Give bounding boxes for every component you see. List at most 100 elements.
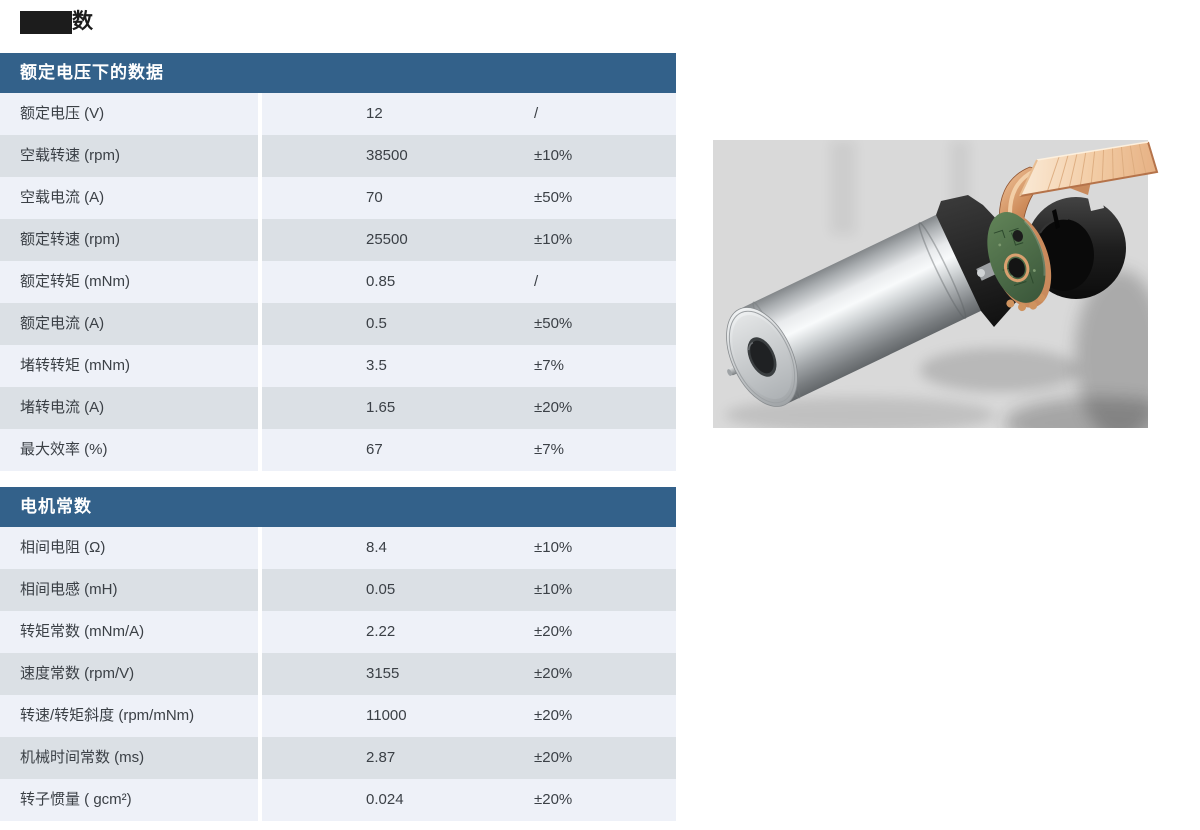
- title-redaction-block: [20, 10, 72, 34]
- column-divider: [258, 135, 262, 177]
- spec-tolerance: ±10%: [534, 581, 573, 598]
- spec-value: 3.5: [366, 357, 387, 374]
- spec-value: 11000: [366, 707, 407, 724]
- spec-label: 空载转速 (rpm): [20, 147, 120, 164]
- spec-label: 机械时间常数 (ms): [20, 749, 145, 766]
- shadows: [725, 140, 1148, 428]
- spec-row: 速度常数 (rpm/V) 3155 ±20%: [0, 653, 676, 695]
- spec-data: 8.4 ±10%: [262, 527, 676, 569]
- column-divider: [258, 695, 262, 737]
- spec-data: 3.5 ±7%: [262, 345, 676, 387]
- spec-label: 转子惯量 ( gcm²): [20, 791, 132, 808]
- spec-tolerance: /: [534, 273, 539, 290]
- spec-data: 2.87 ±20%: [262, 737, 676, 779]
- flex-ribbon-cable: [1019, 141, 1159, 197]
- column-divider: [258, 737, 262, 779]
- motor-product-image: [700, 115, 1200, 450]
- table-motor-constants: 电机常数 相间电阻 (Ω) 8.4 ±10% 相间电感 (mH) 0.05 ±10% 转矩常…: [0, 487, 676, 821]
- spec-value: 67: [366, 441, 383, 458]
- spec-tolerance: ±20%: [534, 623, 573, 640]
- spec-value: 1.65: [366, 399, 396, 416]
- spec-label: 额定转速 (rpm): [20, 231, 120, 248]
- spec-tolerance: ±20%: [534, 665, 573, 682]
- page-title: 数: [20, 8, 93, 36]
- spec-row: 转子惯量 ( gcm²) 0.024 ±20%: [0, 779, 676, 821]
- spec-data: 0.5 ±50%: [262, 303, 676, 345]
- column-divider: [258, 653, 262, 695]
- spec-tolerance: ±20%: [534, 399, 573, 416]
- table-title: 额定电压下的数据: [0, 53, 676, 93]
- spec-data: 67 ±7%: [262, 429, 676, 471]
- spec-label: 相间电阻 (Ω): [20, 539, 106, 556]
- spec-value: 8.4: [366, 539, 387, 556]
- spec-label: 相间电感 (mH): [20, 581, 118, 598]
- column-divider: [258, 569, 262, 611]
- spec-tolerance: ±20%: [534, 749, 573, 766]
- spec-data: 70 ±50%: [262, 177, 676, 219]
- spec-tolerance: ±50%: [534, 189, 573, 206]
- spec-value: 0.024: [366, 791, 404, 808]
- spec-row: 转矩常数 (mNm/A) 2.22 ±20%: [0, 611, 676, 653]
- spec-tolerance: ±20%: [534, 707, 573, 724]
- spec-tolerance: /: [534, 105, 539, 122]
- spec-label: 堵转电流 (A): [20, 399, 105, 416]
- spec-value: 2.87: [366, 749, 396, 766]
- spec-row: 额定转速 (rpm) 25500 ±10%: [0, 219, 676, 261]
- spec-value: 25500: [366, 231, 408, 248]
- spec-row: 相间电感 (mH) 0.05 ±10%: [0, 569, 676, 611]
- pcb-center-hole: [1008, 258, 1025, 278]
- spec-data: 0.024 ±20%: [262, 779, 676, 821]
- spec-row: 相间电阻 (Ω) 8.4 ±10%: [0, 527, 676, 569]
- column-divider: [258, 177, 262, 219]
- column-divider: [258, 387, 262, 429]
- spec-data: 12 /: [262, 93, 676, 135]
- table-title: 电机常数: [0, 487, 676, 527]
- spec-row: 转速/转矩斜度 (rpm/mNm) 11000 ±20%: [0, 695, 676, 737]
- spec-tolerance: ±7%: [534, 441, 564, 458]
- spec-data: 38500 ±10%: [262, 135, 676, 177]
- spec-row: 额定电流 (A) 0.5 ±50%: [0, 303, 676, 345]
- spec-tolerance: ±10%: [534, 539, 573, 556]
- spec-row: 最大效率 (%) 67 ±7%: [0, 429, 676, 471]
- spec-tolerance: ±7%: [534, 357, 564, 374]
- spec-tolerance: ±20%: [534, 791, 573, 808]
- spec-value: 0.05: [366, 581, 396, 598]
- spec-value: 3155: [366, 665, 400, 682]
- spec-row: 额定转矩 (mNm) 0.85 /: [0, 261, 676, 303]
- spec-row: 空载电流 (A) 70 ±50%: [0, 177, 676, 219]
- column-divider: [258, 93, 262, 135]
- column-divider: [258, 527, 262, 569]
- spec-data: 0.05 ±10%: [262, 569, 676, 611]
- spec-label: 最大效率 (%): [20, 441, 108, 458]
- page-title-text: 数: [72, 10, 93, 33]
- spec-data: 0.85 /: [262, 261, 676, 303]
- spec-label: 额定电压 (V): [20, 105, 105, 122]
- spec-value: 0.85: [366, 273, 396, 290]
- column-divider: [258, 429, 262, 471]
- column-divider: [258, 303, 262, 345]
- spec-label: 堵转转矩 (mNm): [20, 357, 130, 374]
- spec-tolerance: ±10%: [534, 231, 573, 248]
- pinion: [976, 262, 997, 281]
- spec-value: 0.5: [366, 315, 387, 332]
- motor-illustration: [713, 140, 1159, 428]
- spec-label: 转速/转矩斜度 (rpm/mNm): [20, 707, 195, 724]
- spec-data: 3155 ±20%: [262, 653, 676, 695]
- spec-label: 空载电流 (A): [20, 189, 105, 206]
- spec-value: 70: [366, 189, 383, 206]
- spec-data: 11000 ±20%: [262, 695, 676, 737]
- spec-data: 2.22 ±20%: [262, 611, 676, 653]
- spec-value: 38500: [366, 147, 408, 164]
- spec-tolerance: ±50%: [534, 315, 573, 332]
- spec-row: 空载转速 (rpm) 38500 ±10%: [0, 135, 676, 177]
- column-divider: [258, 345, 262, 387]
- column-divider: [258, 611, 262, 653]
- spec-data: 1.65 ±20%: [262, 387, 676, 429]
- spec-value: 2.22: [366, 623, 396, 640]
- motor-body: [726, 214, 984, 407]
- spec-label: 速度常数 (rpm/V): [20, 665, 135, 682]
- spec-value: 12: [366, 105, 383, 122]
- spec-row: 额定电压 (V) 12 /: [0, 93, 676, 135]
- spec-row: 堵转电流 (A) 1.65 ±20%: [0, 387, 676, 429]
- spec-data: 25500 ±10%: [262, 219, 676, 261]
